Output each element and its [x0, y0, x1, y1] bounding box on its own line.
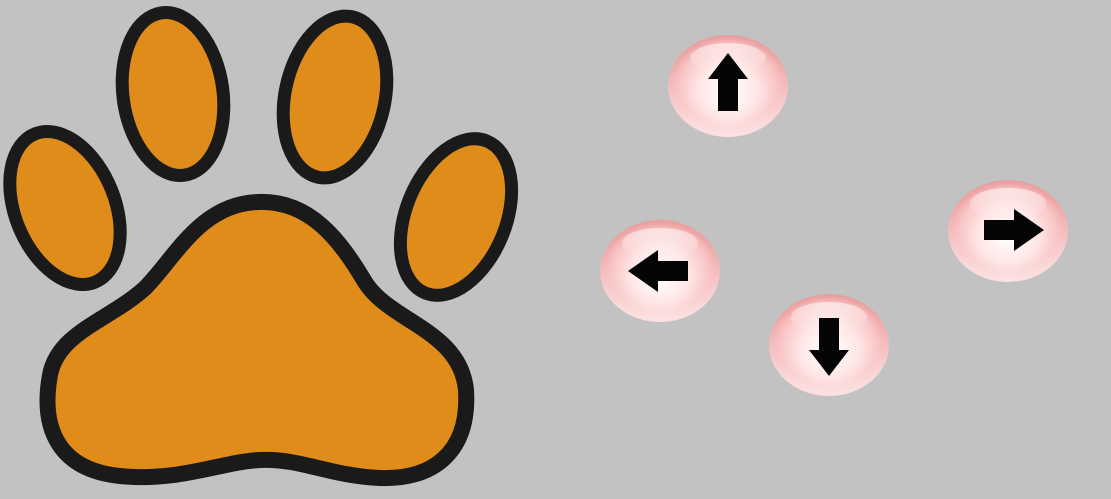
arrow-up-icon [708, 53, 748, 111]
paw-toe-inner-left [115, 6, 231, 182]
left-arrow-button[interactable] [600, 220, 720, 322]
paw-print-icon [3, 6, 519, 487]
arrow-right-icon [984, 209, 1044, 251]
paw-toe-inner-right [276, 9, 394, 185]
arrow-left-icon [628, 250, 688, 292]
paw-toe-outer-right [393, 132, 519, 302]
up-arrow-button[interactable] [668, 35, 788, 137]
arrow-down-icon [809, 318, 849, 376]
paw-main-pad [39, 193, 475, 487]
down-arrow-button[interactable] [769, 294, 889, 396]
right-arrow-button[interactable] [948, 180, 1068, 282]
paw-toe-outer-left [3, 124, 127, 292]
